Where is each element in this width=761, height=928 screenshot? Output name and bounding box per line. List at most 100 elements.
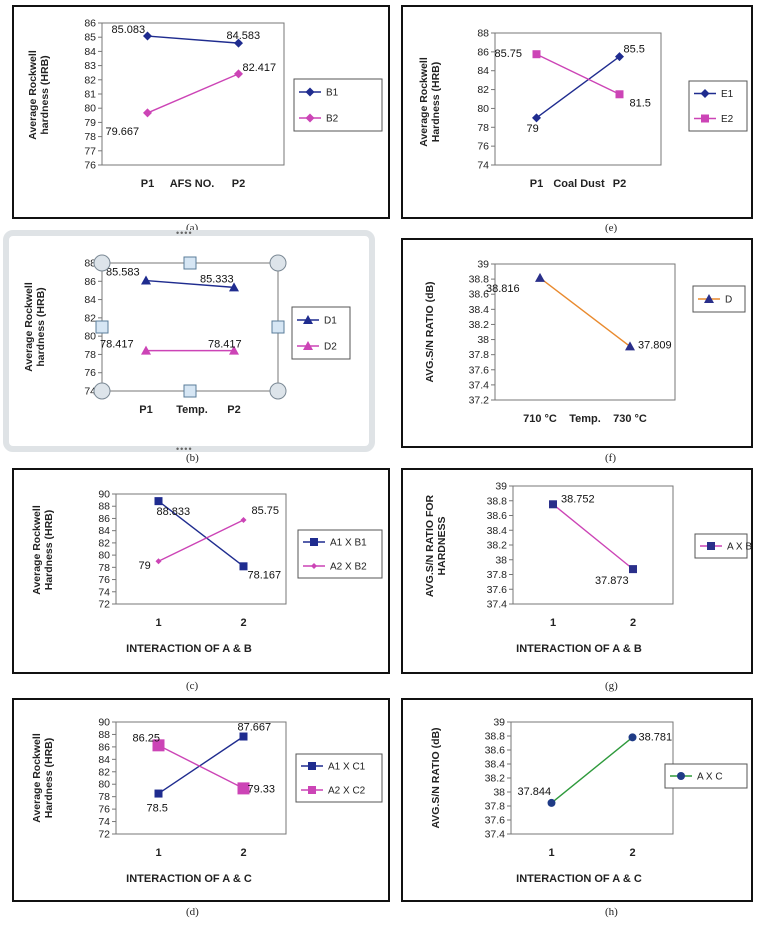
- caption-c: (c): [186, 680, 199, 692]
- chart-b-legend-label: D1: [324, 316, 337, 327]
- chart-g-ytick-label: 37.4: [487, 599, 508, 611]
- chart-h-series-0-point: [547, 798, 556, 807]
- chart-a-ytick-label: 85: [84, 32, 96, 44]
- chart-g-series-0-point: [629, 565, 637, 574]
- chart-a-series-0-data-label: 84.583: [227, 30, 261, 42]
- chart-c-legend-label: A2 X B2: [330, 562, 367, 573]
- chart-d-legend-swatch-marker: [308, 786, 316, 794]
- chart-g-ytick-label: 38.8: [487, 495, 508, 507]
- chart-d-plot-area: [115, 721, 287, 835]
- chart-g-legend-swatch-marker: [707, 542, 715, 550]
- chart-d-ytick-label: 86: [98, 741, 110, 753]
- caption-e: (e): [605, 222, 618, 234]
- chart-a-ytick-label: 83: [84, 60, 96, 72]
- selection-handle-corner: [269, 382, 287, 400]
- caption-b: (b): [186, 452, 199, 464]
- chart-d-ytick-label: 80: [98, 779, 110, 791]
- chart-c-series-1-data-label: 85.75: [252, 505, 280, 517]
- chart-a-series-1-point: [234, 69, 243, 79]
- chart-h-series-0-point: [628, 733, 637, 742]
- chart-g-series-0-data-label: 37.873: [595, 575, 629, 587]
- caption-a: (a): [186, 222, 199, 234]
- chart-a-ytick-label: 78: [84, 131, 96, 143]
- chart-d-ytick-label: 76: [98, 804, 110, 816]
- chart-c-ytick-label: 84: [98, 525, 110, 537]
- chart-panel-g: 37.4 37.6 37.8 38 38.2 38.4 38.6 38.8 39 AVG.S/N …: [401, 468, 753, 674]
- chart-e-legend-label: E1: [721, 89, 734, 100]
- resize-grip-bottom[interactable]: ••••: [176, 444, 193, 454]
- chart-b-series-0-point: [141, 275, 151, 285]
- chart-a-ytick-label: 77: [84, 145, 96, 157]
- chart-h-ytick-label: 39: [493, 717, 505, 729]
- chart-g-ytick-label: 37.6: [487, 584, 508, 596]
- chart-c-series-1-data-label: 79: [139, 560, 151, 572]
- chart-e-ytick-label: 84: [477, 65, 489, 77]
- chart-b-series-0-point: [229, 282, 239, 292]
- chart-a-series-1-point: [143, 108, 152, 118]
- chart-d-series-0-data-label: 78.5: [147, 803, 168, 815]
- chart-f-ylabel: AVG.S/N RATIO (dB): [424, 281, 436, 382]
- chart-a-ytick-label: 81: [84, 89, 96, 101]
- chart-h-xcat-label: 2: [629, 847, 635, 859]
- chart-b-xcat-label: P2: [227, 404, 240, 416]
- chart-panel-f: 37.2 37.4 37.6 37.8 38 38.2 38.4 38.6 38.8 39 AVG.…: [401, 238, 753, 448]
- chart-d-legend-label: A1 X C1: [328, 762, 366, 773]
- chart-b-ytick-label: 88: [84, 258, 96, 270]
- chart-a-legend-swatch-marker: [305, 113, 315, 123]
- chart-a-ytick-label: 82: [84, 74, 96, 86]
- selection-handle-corner: [93, 382, 111, 400]
- chart-c-ytick-label: 82: [98, 537, 110, 549]
- chart-d-xcat-label: 1: [155, 847, 161, 859]
- chart-h-series-0-data-label: 38.781: [639, 731, 673, 743]
- chart-h-ylabel: AVG.S/N RATIO (dB): [430, 727, 442, 828]
- selection-handle-side: [183, 256, 197, 270]
- chart-a-ytick-label: 86: [84, 18, 96, 30]
- chart-d-series-1-data-label: 86.25: [133, 732, 161, 744]
- chart-c-series-0-data-label: 78.167: [248, 569, 282, 581]
- chart-d-series-1-point: [237, 782, 250, 795]
- chart-g-series-0-point: [549, 500, 557, 509]
- chart-b-series-1-data-label: 78.417: [100, 339, 134, 351]
- chart-e-series-1-line: [536, 53, 620, 95]
- resize-grip-top[interactable]: ••••: [176, 228, 193, 238]
- chart-e-series-1-point: [532, 50, 541, 59]
- chart-b-xcat-label: P1: [139, 404, 152, 416]
- chart-c-ylabel: Hardness (HRB): [43, 510, 55, 591]
- chart-b-ytick-label: 86: [84, 276, 96, 288]
- chart-b-series-1-point: [141, 345, 151, 355]
- chart-g-legend-label: A X B: [727, 542, 751, 553]
- chart-e-series-0-point: [532, 113, 541, 123]
- chart-d-ytick-label: 88: [98, 729, 110, 741]
- chart-e-ytick-label: 88: [477, 28, 489, 40]
- chart-g-svg: 37.4 37.6 37.8 38 38.2 38.4 38.6 38.8 39 AVG.S/N …: [424, 481, 752, 656]
- chart-e-ylabel: Average Rockwell: [418, 57, 430, 147]
- chart-a-series-0-point: [143, 31, 152, 41]
- chart-d-legend-label: A2 X C2: [328, 786, 366, 797]
- chart-d-series-0-data-label: 87.667: [238, 722, 272, 734]
- caption-h: (h): [605, 906, 618, 918]
- chart-a-series-1-data-label: 82.417: [243, 62, 277, 74]
- chart-f-plot-area: [494, 263, 676, 401]
- chart-b-plot-area: [101, 262, 279, 392]
- chart-c-ytick-label: 78: [98, 562, 110, 574]
- chart-h-svg: 37.4 37.6 37.8 38 38.2 38.4 38.6 38.8 39 AVG.S/N …: [430, 717, 748, 885]
- chart-panel-b[interactable]: 74 76 78 80 82 84 86 88 Average Rockwell hardness…: [3, 230, 375, 452]
- chart-g-ytick-label: 38.2: [487, 540, 508, 552]
- chart-c-ytick-label: 90: [98, 489, 110, 501]
- chart-g-ytick-label: 38.4: [487, 525, 508, 537]
- chart-h-ytick-label: 38.2: [485, 773, 506, 785]
- chart-d-xlabel: INTERACTION OF A & C: [126, 873, 252, 885]
- caption-d: (d): [186, 906, 199, 918]
- chart-f-xcat-label: 730 °C: [613, 413, 647, 425]
- chart-c-legend-swatch-marker: [310, 538, 318, 546]
- chart-b-ylabel: Average Rockwell: [23, 282, 35, 372]
- chart-a-ytick-label: 79: [84, 117, 96, 129]
- chart-d-ylabel: Average Rockwell: [31, 733, 43, 823]
- chart-f-ytick-label: 38: [477, 334, 489, 346]
- chart-g-series-0-data-label: 38.752: [561, 493, 595, 505]
- chart-f-series-0-point: [535, 272, 545, 282]
- chart-c-xcat-label: 1: [155, 617, 161, 629]
- chart-f-ytick-label: 38.4: [469, 304, 490, 316]
- chart-e-ytick-label: 76: [477, 141, 489, 153]
